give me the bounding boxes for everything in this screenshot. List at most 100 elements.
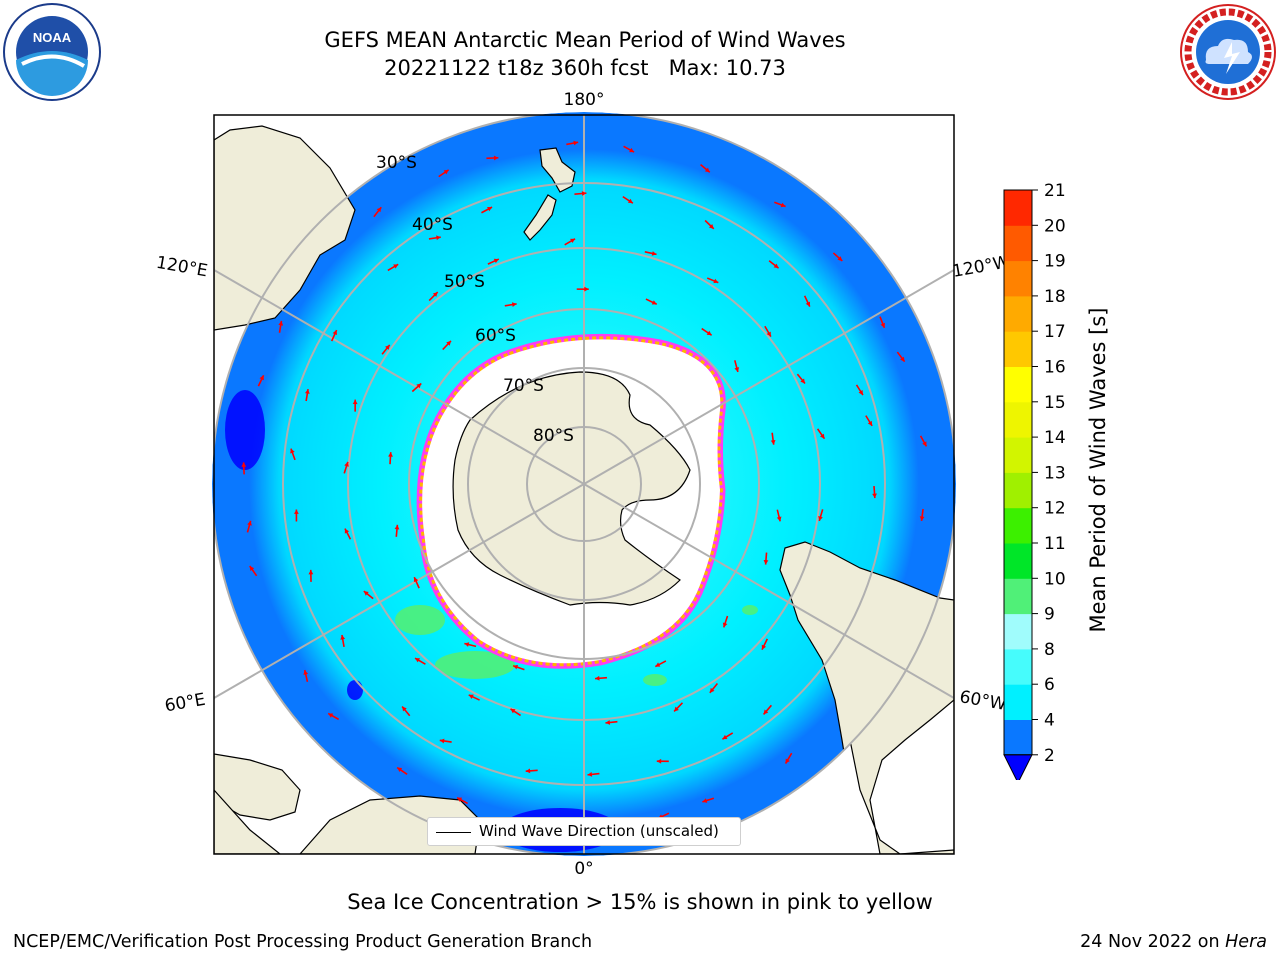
- legend-label: Wind Wave Direction (unscaled): [479, 822, 719, 840]
- wind-arrow-head: [763, 559, 769, 565]
- wind-arrow-head: [388, 452, 393, 457]
- wind-arrow-head: [651, 300, 657, 305]
- wind-arrow-head: [303, 670, 309, 675]
- wind-arrow-head: [487, 207, 493, 212]
- footer-credit: NCEP/EMC/Verification Post Processing Pr…: [13, 932, 593, 952]
- wind-arrow-head: [780, 202, 786, 208]
- wind-arrow-head: [393, 264, 399, 269]
- wind-arrow-head: [513, 664, 519, 670]
- lon-label-top: 180°: [564, 90, 605, 110]
- wind-wave-arrows: [241, 140, 928, 826]
- wind-arrow-head: [818, 516, 823, 521]
- colorbar-bin: [1004, 578, 1032, 615]
- wind-arrow-head: [304, 389, 310, 394]
- wind-arrow-head: [805, 301, 811, 307]
- colorbar-tick-label: 12: [1044, 499, 1066, 519]
- wind-arrow-head: [468, 694, 474, 699]
- wind-arrow-head: [706, 330, 712, 336]
- wind-arrow-head: [397, 767, 403, 773]
- wind-arrow-head: [919, 516, 925, 521]
- wind-arrow-head: [713, 278, 719, 284]
- colorbar-label: Mean Period of Wind Waves [s]: [1086, 307, 1110, 633]
- wind-arrow-head: [510, 708, 516, 714]
- colorbar-tick-label: 21: [1044, 181, 1066, 201]
- wind-arrow-head: [446, 340, 451, 346]
- nws-logo: [1180, 4, 1276, 100]
- wind-arrow-head: [413, 577, 419, 583]
- sea-ice-caption: Sea Ice Concentration > 15% is shown in …: [347, 890, 933, 914]
- wind-arrow-head: [259, 375, 264, 381]
- footer-date-text: 24 Nov 2022 on: [1080, 932, 1226, 952]
- wind-arrow-head: [328, 713, 334, 718]
- wind-arrow-head: [344, 528, 350, 534]
- colorbar-tick-label: 2: [1044, 746, 1055, 766]
- wind-arrow-head: [629, 147, 635, 153]
- wind-arrow-head: [922, 441, 927, 447]
- wind-arrow-head: [290, 448, 295, 454]
- wind-arrow-head: [820, 433, 825, 439]
- colorbar-bin: [1004, 260, 1032, 297]
- colorbar-tick-label: 4: [1044, 711, 1055, 731]
- colorbar-tick-label: 16: [1044, 358, 1066, 378]
- colorbar-tick-label: 13: [1044, 463, 1066, 483]
- wind-arrow-head: [900, 356, 905, 362]
- colorbar-bin: [1004, 613, 1032, 650]
- colorbar-tick-label: 19: [1044, 252, 1066, 272]
- wind-arrow-head: [247, 520, 252, 526]
- colorbar-tick-label: 8: [1044, 640, 1055, 660]
- wind-arrow-head: [709, 687, 715, 693]
- wind-arrow-head: [605, 720, 611, 725]
- colorbar-tick-label: 17: [1044, 322, 1066, 342]
- wind-arrow-head: [493, 258, 499, 264]
- colorbar: 2 4 6 8 9 10 11 12 13 14 15 16 17 18 19 20 21: [1003, 181, 1066, 780]
- wind-arrow-head: [581, 191, 587, 196]
- wind-arrow-head: [761, 644, 767, 650]
- lat-label-40: 40°S: [412, 215, 453, 235]
- map-legend: Wind Wave Direction (unscaled): [427, 817, 741, 846]
- noaa-logo: NOAA: [3, 3, 101, 101]
- wind-arrow-head: [766, 331, 771, 337]
- wind-arrow-head: [525, 768, 531, 774]
- wind-arrow-head: [570, 238, 576, 244]
- wind-arrow-head: [776, 516, 782, 522]
- wind-arrow-head: [722, 622, 728, 628]
- map-frame: [213, 114, 955, 855]
- wind-arrow-head: [867, 420, 873, 426]
- colorbar-tick-label: 9: [1044, 605, 1055, 625]
- title-line-1: GEFS MEAN Antarctic Mean Period of Wind …: [324, 28, 846, 52]
- wind-arrow-head: [702, 798, 708, 803]
- wind-arrow-head: [464, 642, 470, 647]
- colorbar-bin: [1004, 543, 1032, 579]
- wind-arrow-head: [436, 235, 441, 241]
- wind-arrow-head: [385, 344, 390, 350]
- noaa-logo-text: NOAA: [33, 30, 72, 45]
- wind-arrow-head: [443, 169, 449, 175]
- wind-arrow-head: [773, 263, 779, 269]
- colorbar-tick-label: 11: [1044, 534, 1066, 554]
- wind-arrow-head: [587, 772, 593, 777]
- wind-arrow-head: [584, 286, 589, 292]
- wind-arrow-head: [415, 658, 421, 663]
- wind-arrow-head: [880, 322, 886, 328]
- lat-label-80: 80°S: [533, 426, 574, 446]
- wind-arrow-head: [439, 738, 445, 744]
- lat-label-50: 50°S: [444, 272, 485, 292]
- colorbar-bin: [1004, 225, 1032, 262]
- high-period-patches: [395, 605, 758, 686]
- wind-arrow-head: [655, 662, 661, 667]
- wind-arrow-head: [674, 706, 679, 712]
- wind-arrow-head: [332, 330, 337, 336]
- wind-arrow-head: [770, 440, 776, 445]
- graticule: [214, 115, 954, 854]
- wind-arrow-head: [352, 399, 358, 405]
- wind-arrow-head: [308, 569, 314, 575]
- wind-arrow-head: [734, 367, 740, 372]
- wind-arrow-head: [511, 302, 517, 307]
- wind-arrow-head: [872, 493, 877, 499]
- antarctica: [452, 371, 691, 606]
- colorbar-bin: [1004, 507, 1032, 544]
- lon-label-left-upper: 120°E: [155, 253, 209, 282]
- title-line-2: 20221122 t18z 360h fcst Max: 10.73: [384, 56, 786, 80]
- lon-label-left-lower: 60°E: [163, 690, 207, 717]
